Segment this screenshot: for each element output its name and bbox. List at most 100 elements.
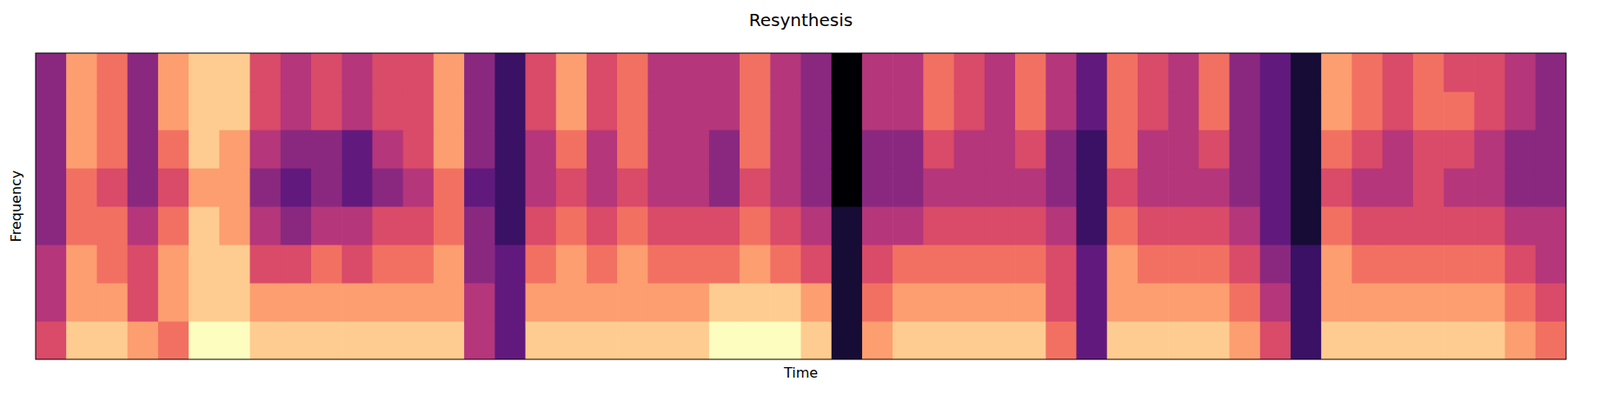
- cell: [403, 244, 435, 284]
- cell: [709, 244, 741, 284]
- cell: [280, 282, 313, 322]
- cell: [341, 282, 373, 322]
- cell: [250, 244, 282, 284]
- cell: [1321, 320, 1353, 359]
- cell: [1075, 244, 1108, 284]
- cell: [1045, 244, 1077, 284]
- cell: [1015, 53, 1047, 93]
- cell: [984, 167, 1016, 207]
- cell: [1413, 129, 1445, 169]
- cell: [1168, 244, 1200, 284]
- cell: [678, 129, 711, 169]
- cell: [1443, 167, 1475, 207]
- cell: [35, 320, 67, 359]
- cell: [464, 53, 496, 93]
- cell: [96, 205, 128, 246]
- cell: [433, 167, 465, 207]
- cell: [311, 53, 343, 93]
- cell: [1351, 167, 1383, 207]
- cell: [1015, 320, 1047, 359]
- title: Resynthesis: [749, 9, 853, 31]
- cell: [1168, 129, 1200, 169]
- cell: [1473, 205, 1506, 246]
- cell: [739, 91, 771, 131]
- cell: [1198, 53, 1230, 93]
- cell: [311, 320, 343, 359]
- cell: [35, 53, 67, 93]
- cell: [188, 244, 220, 284]
- cell: [922, 244, 955, 284]
- cell: [647, 244, 679, 284]
- cell: [525, 320, 558, 359]
- cell: [127, 282, 160, 322]
- cell: [371, 244, 404, 284]
- cell: [1198, 320, 1230, 359]
- cell: [1290, 282, 1322, 322]
- cell: [1075, 53, 1108, 93]
- cell: [1260, 320, 1292, 359]
- cell: [984, 129, 1016, 169]
- cell: [250, 53, 282, 93]
- cell: [525, 53, 558, 93]
- cell: [556, 167, 588, 207]
- cell: [1075, 91, 1108, 131]
- cell: [954, 167, 986, 207]
- cell: [1137, 244, 1169, 284]
- cell: [464, 320, 496, 359]
- cell: [1045, 91, 1077, 131]
- cell: [35, 129, 67, 169]
- cell: [1382, 244, 1415, 284]
- cell: [617, 320, 649, 359]
- cell: [403, 205, 435, 246]
- cell: [1505, 129, 1537, 169]
- cell: [862, 91, 894, 131]
- cell: [801, 282, 833, 322]
- cell: [464, 282, 496, 322]
- cell: [1443, 205, 1475, 246]
- cell: [1107, 320, 1139, 359]
- cell: [892, 282, 924, 322]
- cell: [1290, 129, 1322, 169]
- cell: [1413, 91, 1445, 131]
- cell: [801, 129, 833, 169]
- cell: [647, 91, 679, 131]
- cell: [556, 320, 588, 359]
- cell: [1505, 53, 1537, 93]
- cell: [954, 205, 986, 246]
- cell: [1290, 205, 1322, 246]
- cell: [739, 282, 771, 322]
- cell: [35, 205, 67, 246]
- cell: [1382, 53, 1415, 93]
- cell: [403, 167, 435, 207]
- cell: [1198, 167, 1230, 207]
- cell: [1045, 53, 1077, 93]
- cell: [1015, 244, 1047, 284]
- cell: [586, 167, 618, 207]
- cell: [770, 129, 802, 169]
- cell: [647, 53, 679, 93]
- cell: [280, 167, 313, 207]
- cell: [1443, 91, 1475, 131]
- cell: [586, 91, 618, 131]
- cell: [403, 91, 435, 131]
- cell: [127, 205, 160, 246]
- cell: [954, 129, 986, 169]
- cell: [1137, 167, 1169, 207]
- cell: [1351, 91, 1383, 131]
- cell: [586, 320, 618, 359]
- cell: [1075, 167, 1108, 207]
- cell: [188, 167, 220, 207]
- cell: [1535, 53, 1567, 93]
- cell: [709, 53, 741, 93]
- cell: [250, 320, 282, 359]
- cell: [739, 129, 771, 169]
- cell: [1321, 91, 1353, 131]
- cell: [250, 167, 282, 207]
- cell: [647, 282, 679, 322]
- cell: [1382, 320, 1415, 359]
- cell: [770, 53, 802, 93]
- cell: [158, 244, 190, 284]
- cell: [892, 244, 924, 284]
- cell: [647, 320, 679, 359]
- cell: [1260, 167, 1292, 207]
